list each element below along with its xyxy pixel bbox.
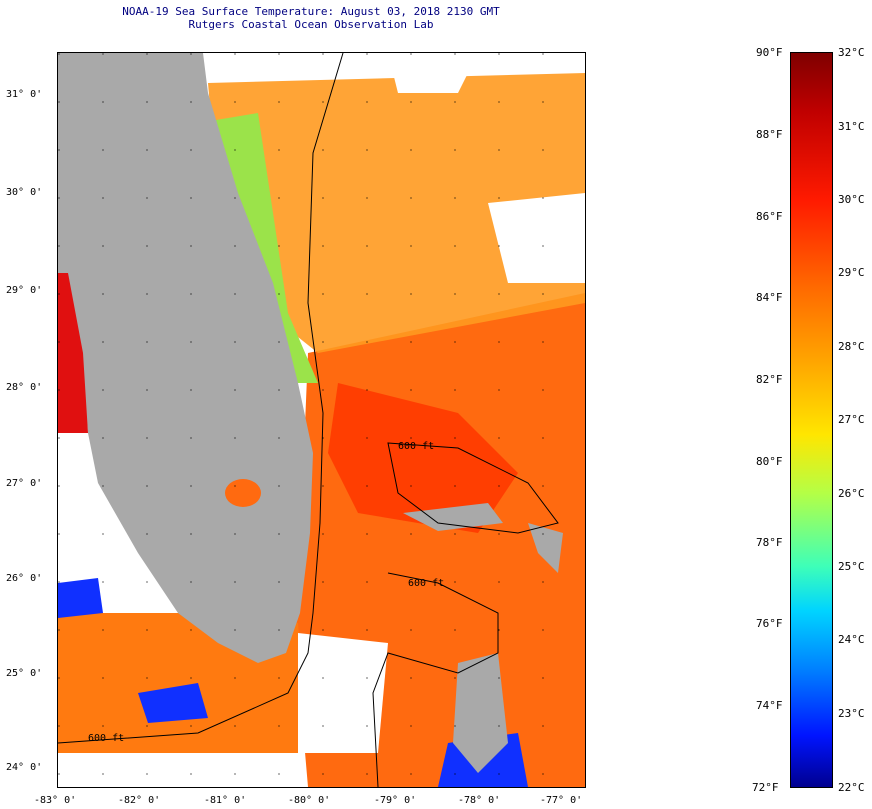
contour-label: 600 ft <box>398 441 435 452</box>
lat-tick: 26° 0' <box>6 573 43 584</box>
lat-tick: 31° 0' <box>6 89 43 100</box>
colorbar-c-label: 30°C <box>838 193 865 206</box>
colorbar-c-label: 25°C <box>838 560 865 573</box>
colorbar-c-label: 26°C <box>838 487 865 500</box>
colorbar-c-label: 23°C <box>838 707 865 720</box>
title-line-2: Rutgers Coastal Ocean Observation Lab <box>188 18 434 31</box>
colorbar-c-label: 32°C <box>838 46 865 59</box>
lat-tick: 28° 0' <box>6 382 43 393</box>
colorbar-c-label: 24°C <box>838 633 865 646</box>
colorbar-f-label: 84°F <box>756 291 783 304</box>
colorbar-f-label: 86°F <box>756 210 783 223</box>
contour-label: 600 ft <box>408 578 445 589</box>
lat-tick: 30° 0' <box>6 187 43 198</box>
colorbar-f-label: 76°F <box>756 617 783 630</box>
colorbar-f-label: 78°F <box>756 536 783 549</box>
lat-tick: 25° 0' <box>6 668 43 679</box>
sst-map: 600 ft 600 ft 600 ft <box>57 52 586 788</box>
colorbar-c-label: 31°C <box>838 120 865 133</box>
lon-tick: -79° 0' <box>374 795 417 806</box>
contour-label: 600 ft <box>88 733 125 744</box>
colorbar-f-label: 80°F <box>756 455 783 468</box>
colorbar-f-label: 74°F <box>756 699 783 712</box>
lon-tick: -82° 0' <box>118 795 161 806</box>
colorbar-c-label: 22°C <box>838 781 865 794</box>
lat-tick: 24° 0' <box>6 762 43 773</box>
lat-tick: 29° 0' <box>6 285 43 296</box>
colorbar-c-label: 28°C <box>838 340 865 353</box>
colorbar-f-label: 72°F <box>752 781 779 794</box>
lon-tick: -80° 0' <box>288 795 331 806</box>
colorbar-c-label: 27°C <box>838 413 865 426</box>
sst-map-graphic <box>58 53 585 787</box>
lon-tick: -83° 0' <box>34 795 77 806</box>
colorbar-f-label: 88°F <box>756 128 783 141</box>
lon-tick: -78° 0' <box>458 795 501 806</box>
temperature-colorbar <box>790 52 833 788</box>
colorbar-f-label: 90°F <box>756 46 783 59</box>
lat-tick: 27° 0' <box>6 478 43 489</box>
title-line-1: NOAA-19 Sea Surface Temperature: August … <box>122 5 500 18</box>
lon-tick: -77° 0' <box>540 795 583 806</box>
colorbar-c-label: 29°C <box>838 266 865 279</box>
colorbar-f-label: 82°F <box>756 373 783 386</box>
lon-tick: -81° 0' <box>204 795 247 806</box>
